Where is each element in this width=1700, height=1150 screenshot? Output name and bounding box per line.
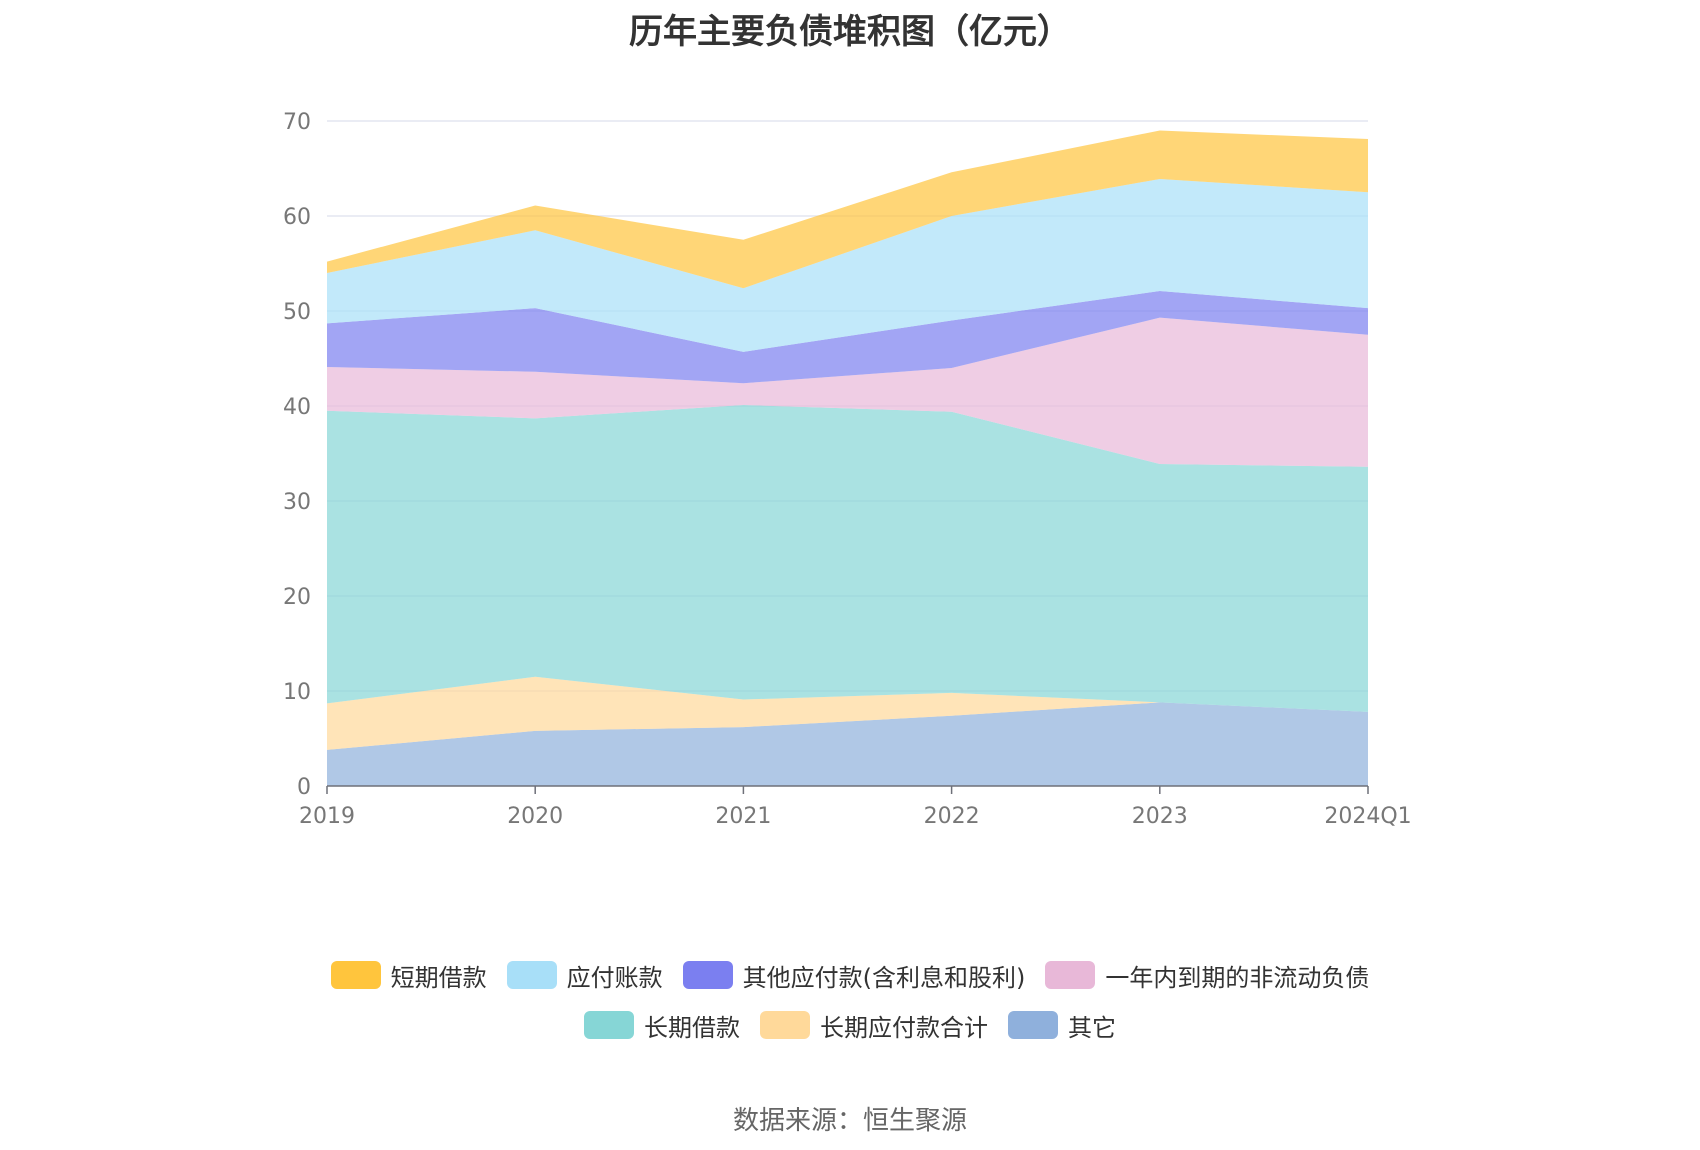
area-series-2 <box>327 405 1368 712</box>
area-series-4 <box>327 291 1368 384</box>
legend-label: 应付账款 <box>566 963 663 992</box>
y-tick-label: 50 <box>283 300 311 325</box>
legend-swatch <box>330 961 381 989</box>
legend-label: 其他应付款(含利息和股利) <box>742 963 1026 992</box>
legend-item[interactable]: 短期借款 <box>330 958 487 993</box>
legend-label: 长期应付款合计 <box>820 1013 988 1042</box>
stacked-areas <box>327 130 1368 786</box>
legend-item[interactable]: 一年内到期的非流动负债 <box>1045 958 1369 993</box>
legend: 短期借款 应付账款 其他应付款(含利息和股利) 一年内到期的非流动负债长期借款 长期应付… <box>0 950 1700 1050</box>
y-tick-label: 30 <box>283 490 311 515</box>
legend-item[interactable]: 其他应付款(含利息和股利) <box>682 958 1026 993</box>
legend-row: 长期借款 长期应付款合计 其它 <box>0 1000 1700 1050</box>
legend-label: 其它 <box>1068 1013 1116 1042</box>
y-tick-label: 10 <box>283 680 311 705</box>
area-series-5 <box>327 178 1368 352</box>
x-tick-label: 2023 <box>1132 804 1188 829</box>
legend-label: 一年内到期的非流动负债 <box>1105 963 1370 992</box>
x-tick-label: 2019 <box>299 804 355 829</box>
legend-item[interactable]: 长期应付款合计 <box>760 1008 988 1043</box>
legend-swatch <box>682 961 733 989</box>
legend-label: 短期借款 <box>390 963 487 992</box>
legend-swatch <box>1045 961 1096 989</box>
axes: 0 10 20 30 40 50 60 70 2019 2020 2021 2022 2023 2024Q… <box>283 110 1412 829</box>
legend-swatch <box>1008 1011 1058 1039</box>
legend-label: 长期借款 <box>644 1013 740 1042</box>
area-series-3 <box>327 317 1368 467</box>
x-tick-label: 2024Q1 <box>1324 804 1411 829</box>
area-series-0 <box>327 702 1368 786</box>
y-tick-label: 20 <box>283 585 311 610</box>
chart-plot: 0 10 20 30 40 50 60 70 2019 2020 2021 2022 2023 2024Q… <box>283 110 1412 829</box>
y-tick-label: 60 <box>283 205 311 230</box>
y-tick-label: 40 <box>283 395 311 420</box>
x-tick-label: 2021 <box>715 804 771 829</box>
area-series-1 <box>327 676 1368 750</box>
y-tick-label: 0 <box>297 775 311 800</box>
x-tick-label: 2022 <box>924 804 980 829</box>
legend-row: 短期借款 应付账款 其他应付款(含利息和股利) 一年内到期的非流动负债 <box>0 950 1700 1000</box>
chart-title: 历年主要负债堆积图（亿元） <box>629 12 1071 52</box>
area-series-6 <box>327 130 1368 289</box>
legend-swatch <box>760 1011 810 1039</box>
legend-item[interactable]: 长期借款 <box>584 1008 740 1043</box>
legend-item[interactable]: 应付账款 <box>506 958 663 993</box>
y-tick-label: 70 <box>283 110 311 135</box>
legend-item[interactable]: 其它 <box>1008 1008 1116 1043</box>
x-tick-label: 2020 <box>507 804 563 829</box>
legend-swatch <box>506 961 557 989</box>
legend-swatch <box>584 1011 634 1039</box>
data-source: 数据来源：恒生聚源 <box>732 1106 967 1136</box>
